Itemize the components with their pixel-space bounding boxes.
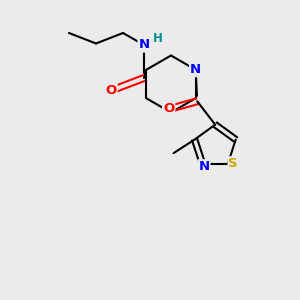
Text: H: H bbox=[153, 32, 162, 46]
Text: N: N bbox=[198, 160, 209, 173]
Text: N: N bbox=[190, 63, 201, 76]
Text: S: S bbox=[229, 157, 238, 170]
Text: O: O bbox=[163, 102, 174, 115]
Text: O: O bbox=[105, 83, 117, 97]
Text: N: N bbox=[138, 38, 150, 52]
